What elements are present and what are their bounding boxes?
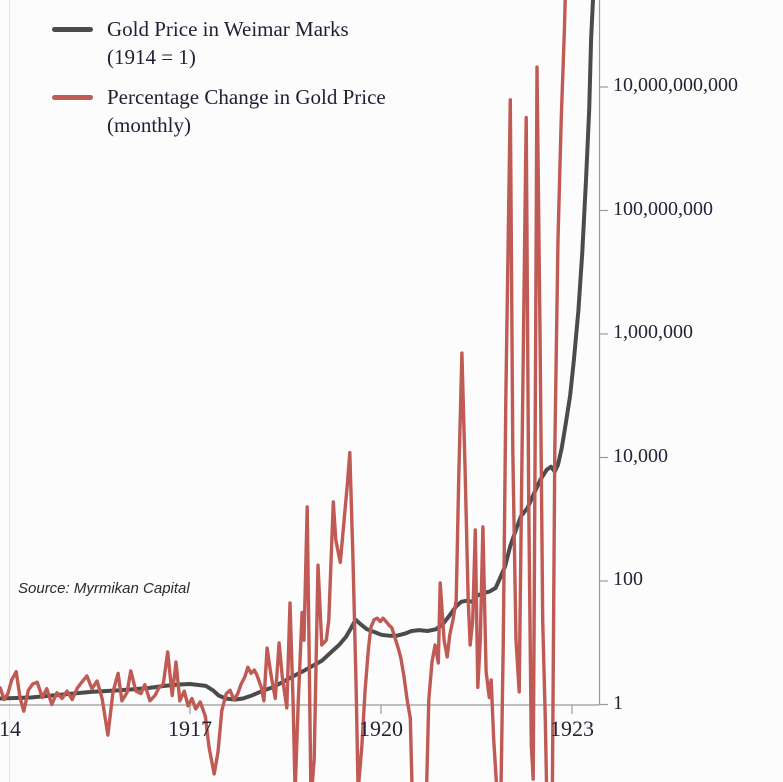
series-line xyxy=(0,0,595,702)
series-group xyxy=(0,0,595,782)
y-tick-label: 100,000,000 xyxy=(613,197,713,220)
legend-gold-line1: Gold Price in Weimar Marks xyxy=(107,17,349,41)
y-tick-label: 1 xyxy=(613,691,623,714)
left-border-line xyxy=(9,0,10,782)
pct-change-line-swatch-icon xyxy=(52,95,93,101)
y-tick-label: 10,000,000,000 xyxy=(613,74,738,96)
legend: Gold Price in Weimar Marks (1914 = 1) Per… xyxy=(52,16,386,153)
y-tick-label: 10,000 xyxy=(613,444,668,467)
source-note: Source: Myrmikan Capital xyxy=(18,580,190,597)
y-tick-label: 100 xyxy=(613,568,643,590)
series-line xyxy=(0,0,567,782)
legend-pct-line1: Percentage Change in Gold Price xyxy=(107,85,386,110)
legend-gold-line2: (1914 = 1) xyxy=(107,44,196,69)
legend-label-gold-price: Gold Price in Weimar Marks (1914 = 1) xyxy=(107,16,349,71)
x-tick-label: 1914 xyxy=(0,716,21,741)
x-tick-label: 1923 xyxy=(550,716,595,741)
legend-item-gold-price: Gold Price in Weimar Marks (1914 = 1) xyxy=(52,16,386,71)
legend-item-pct-change: Percentage Change in Gold Price (monthly) xyxy=(52,84,386,139)
gold-price-line-swatch-icon xyxy=(52,27,93,32)
y-tick-label: 1,000,000 xyxy=(613,321,693,343)
legend-pct-line2: (monthly) xyxy=(107,113,191,138)
x-tick-label: 1920 xyxy=(359,716,404,741)
x-tick-label: 1917 xyxy=(168,716,212,741)
legend-label-pct-change: Percentage Change in Gold Price (monthly) xyxy=(107,84,386,139)
